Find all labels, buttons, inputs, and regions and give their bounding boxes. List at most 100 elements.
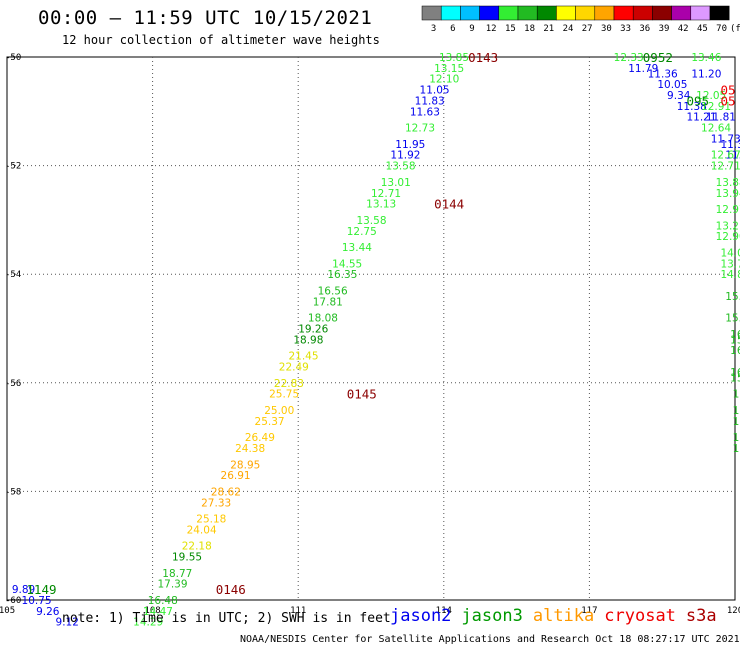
wave-height-point: 13.13 [366,199,396,211]
wave-height-point: 18.98 [293,334,323,346]
wave-height-point: 14.00 [720,247,740,259]
colorbar-label: 36 [639,24,650,34]
wave-height-point: 12.97 [716,204,740,216]
wave-height-point: 16.35 [327,269,357,281]
wave-height-point: 16.48 [148,595,178,607]
wave-height-point: 21.45 [288,351,318,363]
wave-height-point: 13.94 [716,188,740,200]
colorbar-swatch [556,5,576,21]
y-tick-label: -52 [5,162,21,172]
wave-height-point: 26.49 [245,432,275,444]
colorbar-swatch [479,5,500,21]
colorbar-label: 45 [697,24,708,34]
wave-height-point: 25.37 [255,416,285,428]
wave-height-point: 14.55 [332,258,362,270]
wave-height-point: 11.79 [628,63,658,75]
y-tick-label: -56 [5,379,21,389]
y-tick-label: -60 [5,596,21,606]
colorbar-swatch [709,5,730,21]
wave-height-point: 16.4 [730,329,740,341]
colorbar-swatch [613,5,634,21]
colorbar-swatch [498,5,519,21]
wave-height-point: 13.21 [716,220,740,232]
wave-height-point: 13.88 [716,177,740,189]
wave-height-point: 15.83 [725,291,740,303]
colorbar-swatch [536,5,557,21]
wave-height-point: 14.47 [143,606,173,618]
colorbar-swatch [460,5,480,21]
colorbar-swatch [671,5,692,21]
wave-height-point: 13.01 [381,177,411,189]
wave-height-point: 13.58 [386,161,416,173]
wave-height-point: 12.71 [711,161,740,173]
pass-time-label: 0144 [434,197,464,212]
legend-s3a: s3a [685,606,717,626]
wave-height-point: 11.21 [686,112,716,124]
wave-height-point: 15.71 [725,313,740,325]
pass-time-label: 05 [720,83,735,98]
wave-height-point: 11.32 [720,139,740,151]
wave-height-point: 27.33 [201,497,231,509]
y-tick-label: -54 [5,270,21,280]
colorbar-label: 39 [659,24,670,34]
colorbar-swatch [690,5,711,21]
wave-height-point: 12.33 [614,52,644,64]
wave-height-point: 10.05 [657,79,687,91]
wave-height-point: 16 [733,432,740,444]
plot-frame [6,56,736,601]
wave-height-point: 19.55 [172,552,202,564]
wave-height-point: 15 [733,389,740,401]
x-tick-label: 108 [144,606,160,616]
colorbar-swatch [594,5,615,21]
pass-time-label: 0952 [643,50,673,65]
wave-height-point: 24.38 [235,443,265,455]
pass-time-label: 05 [720,93,735,108]
wave-height-point: 22.49 [279,362,309,374]
colorbar-label: 24 [563,24,574,34]
page-title: 00:00 – 11:59 UTC 10/15/2021 [38,7,373,29]
colorbar-label: 6 [450,24,455,34]
wave-height-point: 9.26 [36,606,60,618]
wave-height-point: 26.91 [221,470,251,482]
colorbar-label: 12 [486,24,497,34]
legend-cryosat: cryosat [604,606,676,626]
colorbar-label: 42 [678,24,689,34]
wave-height-point: 13.15 [434,63,464,75]
wave-height-point: 11.20 [691,68,721,80]
wave-height-point: 22.83 [274,378,304,390]
x-tick-label: 120 [727,606,740,616]
wave-height-point: 13.44 [342,242,372,254]
colorbar-label: 21 [543,24,554,34]
legend-jason3: jason3 [461,606,523,626]
wave-height-point: 9.34 [667,90,691,102]
x-tick-label: 105 [0,606,15,616]
colorbar-label: 9 [469,24,474,34]
pass-time-label: 0143 [468,50,498,65]
wave-height-point: 17.81 [313,296,343,308]
wave-height-point: 18.77 [162,568,192,580]
wave-height-point: 11.81 [706,112,736,124]
wave-height-point: 22.18 [182,541,212,553]
legend-jason2: jason2 [390,606,452,626]
wave-height-point: 12.75 [347,226,377,238]
wave-height-point: 16 [733,416,740,428]
wave-height-point: 14.29 [133,617,163,629]
x-tick-label: 111 [290,606,306,616]
pass-time-label: 0145 [347,387,377,402]
colorbar-swatch [575,5,596,21]
wave-height-point: 14.84 [720,269,740,281]
wave-height-point: 18.08 [308,313,338,325]
wave-height-point: 17 [733,405,740,417]
page-subtitle: 12 hour collection of altimeter wave hei… [62,33,380,47]
wave-height-point: 11.05 [420,85,450,97]
wave-height-point: 16.56 [318,285,348,297]
wave-height-point: 28.95 [230,459,260,471]
wave-height-point: 9.12 [56,617,79,629]
footnote: note: 1) Time is in UTC; 2) SWH is in fe… [62,611,391,626]
wave-height-point: 16.2 [730,345,740,357]
wave-height-point: 11.88 [725,150,740,162]
credit-line: NOAA/NESDIS Center for Satellite Applica… [240,634,740,645]
wave-height-point: 25.00 [264,405,294,417]
colorbar-label: 15 [505,24,516,34]
